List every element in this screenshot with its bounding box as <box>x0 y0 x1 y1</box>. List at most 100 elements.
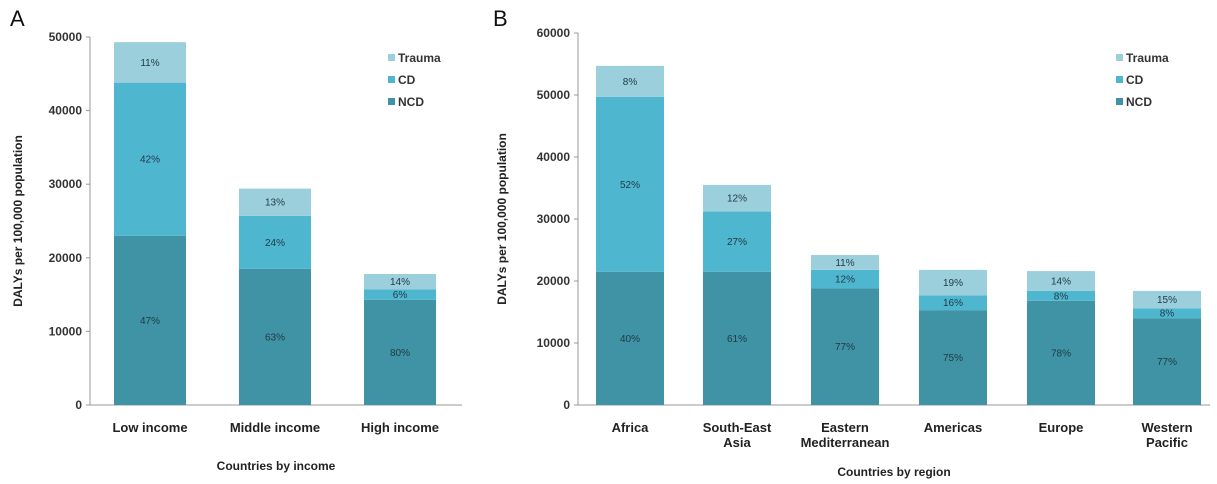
x-tick-label: Middle income <box>230 420 320 435</box>
chart-panel-b: B 0 10000 20000 30000 40000 50000 60000 DALYs pe… <box>493 6 1210 479</box>
x-tick-label: Asia <box>723 435 751 450</box>
data-label: 16% <box>943 298 963 309</box>
bar-trauma-segment <box>703 184 771 212</box>
y-tick-label: 20000 <box>537 274 571 288</box>
bar-cd-segment <box>703 211 771 272</box>
y-tick-label: 10000 <box>537 336 571 350</box>
x-tick-label: Pacific <box>1146 435 1188 450</box>
legend-item-label: Trauma <box>1126 51 1169 65</box>
bar-cd-segment <box>811 269 879 289</box>
bar-cd-segment <box>364 289 436 300</box>
data-label: 8% <box>1054 291 1069 302</box>
data-label: 12% <box>835 275 855 286</box>
bar-ncd-segment <box>364 299 436 405</box>
panel-letter: B <box>493 6 508 31</box>
bar-cd-segment <box>596 96 664 272</box>
legend-swatch-ncd <box>388 98 395 105</box>
bar-cd-segment <box>1133 308 1201 319</box>
bar-trauma-segment <box>919 269 987 296</box>
data-label: 19% <box>943 278 963 289</box>
x-tick-label: High income <box>361 420 439 435</box>
bar-trauma-segment <box>364 273 436 290</box>
legend-swatch-cd <box>388 76 395 83</box>
legend-item-label: NCD <box>398 95 424 109</box>
data-label: 8% <box>1160 309 1175 320</box>
bar-ncd-segment <box>596 271 664 405</box>
bar-trauma-segment <box>596 65 664 97</box>
bar-trauma-segment <box>239 188 311 216</box>
data-label: 63% <box>265 332 285 343</box>
x-tick-label: South-East <box>703 420 772 435</box>
data-label: 27% <box>727 237 747 248</box>
y-tick-label: 20000 <box>49 251 83 265</box>
legend-swatch-trauma <box>1116 54 1123 61</box>
x-axis-title: Countries by income <box>217 459 336 473</box>
data-label: 78% <box>1051 348 1071 359</box>
bar-ncd-segment <box>1133 318 1201 405</box>
y-tick-label: 60000 <box>537 26 571 40</box>
data-label: 40% <box>620 334 640 345</box>
legend-swatch-ncd <box>1116 98 1123 105</box>
panel-letter: A <box>10 6 25 31</box>
data-label: 6% <box>393 290 408 301</box>
x-axis-title: Countries by region <box>837 465 950 479</box>
x-tick-label: Western <box>1141 420 1192 435</box>
data-label: 77% <box>1157 357 1177 368</box>
y-axis-title: DALYs per 100,000 population <box>495 133 509 305</box>
x-tick-label: Eastern <box>821 420 869 435</box>
data-label: 15% <box>1157 295 1177 306</box>
data-label: 47% <box>140 316 160 327</box>
y-tick-label: 40000 <box>49 104 83 118</box>
data-label: 12% <box>727 194 747 205</box>
chart-panel-a: A 0 10000 20000 30000 40000 50000 DALYs per 100… <box>10 6 462 473</box>
data-label: 11% <box>835 258 854 269</box>
data-label: 14% <box>390 277 410 288</box>
legend-swatch-cd <box>1116 76 1123 83</box>
legend-item-label: NCD <box>1126 95 1152 109</box>
data-label: 8% <box>623 77 638 88</box>
y-tick-label: 0 <box>75 398 82 412</box>
bar-cd-segment <box>1027 290 1095 301</box>
bar-trauma-segment <box>1027 271 1095 291</box>
x-tick-label: Americas <box>924 420 983 435</box>
x-tick-label: Low income <box>112 420 187 435</box>
y-tick-label: 30000 <box>49 177 83 191</box>
data-label: 24% <box>265 238 285 249</box>
y-tick-label: 50000 <box>537 88 571 102</box>
x-tick-label: Africa <box>612 420 650 435</box>
bar-cd-segment <box>114 82 186 236</box>
bar-ncd-segment <box>811 288 879 405</box>
data-label: 13% <box>265 198 285 209</box>
y-tick-label: 0 <box>563 398 570 412</box>
y-tick-label: 30000 <box>537 212 571 226</box>
data-label: 75% <box>943 353 963 364</box>
legend-swatch-trauma <box>388 54 395 61</box>
data-label: 52% <box>620 180 640 191</box>
data-label: 11% <box>140 58 159 69</box>
bar-trauma-segment <box>811 254 879 270</box>
bar-trauma-segment <box>1133 290 1201 309</box>
bar-ncd-segment <box>703 271 771 405</box>
y-axis-title: DALYs per 100,000 population <box>11 135 25 307</box>
bar-cd-segment <box>919 295 987 311</box>
bar-cd-segment <box>239 215 311 269</box>
data-label: 61% <box>727 334 747 345</box>
data-label: 14% <box>1051 277 1071 288</box>
y-tick-label: 10000 <box>49 324 83 338</box>
bar-ncd-segment <box>114 235 186 405</box>
data-label: 42% <box>140 155 160 166</box>
x-tick-label: Mediterranean <box>801 435 890 450</box>
y-tick-label: 50000 <box>49 30 83 44</box>
bar-trauma-segment <box>114 42 186 83</box>
x-tick-label: Europe <box>1039 420 1084 435</box>
data-label: 80% <box>390 348 410 359</box>
bar-ncd-segment <box>1027 300 1095 405</box>
data-label: 77% <box>835 342 855 353</box>
legend-item-label: Trauma <box>398 51 441 65</box>
y-tick-label: 40000 <box>537 150 571 164</box>
bar-ncd-segment <box>239 268 311 405</box>
legend-item-label: CD <box>1126 73 1144 87</box>
bar-ncd-segment <box>919 310 987 405</box>
